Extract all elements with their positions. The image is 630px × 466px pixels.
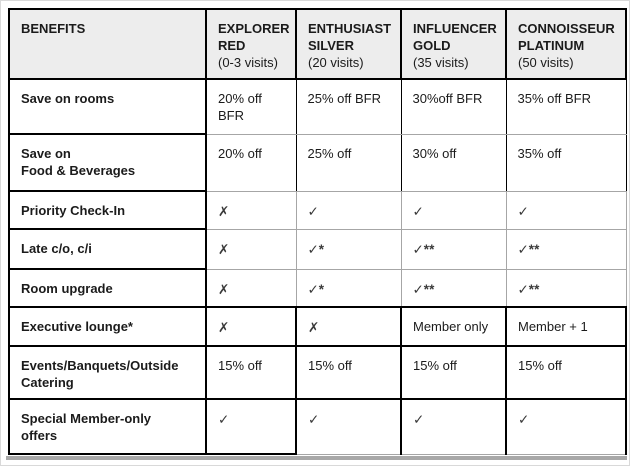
header-cell: INFLUENCER GOLD (35 visits)	[400, 8, 507, 80]
table-row: Priority Check-In ✗ ✓ ✓ ✓	[8, 190, 627, 230]
header-label: INFLUENCER GOLD	[413, 21, 497, 53]
table-row: Events/Banquets/Outside Catering 15% off 1…	[8, 345, 627, 400]
value-cell: 25% off	[295, 133, 402, 192]
value-cell: 15% off	[505, 345, 627, 400]
header-sublabel: (35 visits)	[413, 54, 469, 70]
table-row: Special Member-only offers ✓ ✓ ✓ ✓	[8, 398, 627, 455]
benefit-cell: Executive lounge*	[8, 306, 207, 347]
value-cell: ✓	[400, 398, 507, 455]
value-cell: 25% off BFR	[295, 78, 402, 135]
benefit-cell: Priority Check-In	[8, 190, 207, 230]
value-cell: 15% off	[400, 345, 507, 400]
header-sublabel: (20 visits)	[308, 54, 364, 70]
value-cell: ✗	[205, 306, 297, 347]
value-cell: Member + 1	[505, 306, 627, 347]
value-cell: ✓**	[505, 268, 627, 308]
value-cell: ✓	[505, 398, 627, 455]
value-cell: 20% off BFR	[205, 78, 297, 135]
benefit-cell: Save on Food & Beverages	[8, 133, 207, 192]
value-cell: ✗	[295, 306, 402, 347]
table-row: Executive lounge* ✗ ✗ Member only Member + 1	[8, 306, 627, 347]
value-cell: ✓**	[400, 268, 507, 308]
table-row: Save on Food & Beverages 20% off 25% off 30…	[8, 133, 627, 192]
header-cell: EXPLORER RED (0-3 visits)	[205, 8, 297, 80]
value-cell: ✓**	[505, 228, 627, 270]
header-sublabel: (0-3 visits)	[218, 54, 278, 70]
value-cell: 30%off BFR	[400, 78, 507, 135]
header-label: BENEFITS	[21, 21, 86, 36]
header-cell: BENEFITS	[8, 8, 207, 80]
frame-bottom-edge	[6, 456, 627, 460]
table-row: Late c/o, c/i ✗ ✓* ✓** ✓**	[8, 228, 627, 270]
benefit-cell: Special Member-only offers	[8, 398, 207, 455]
benefits-table: BENEFITS EXPLORER RED (0-3 visits) ENTHUSIA…	[8, 8, 627, 455]
value-cell: 35% off	[505, 133, 627, 192]
value-cell: ✓	[295, 190, 402, 230]
header-cell: ENTHUSIAST SILVER (20 visits)	[295, 8, 402, 80]
value-cell: ✓**	[400, 228, 507, 270]
value-cell: ✗	[205, 190, 297, 230]
value-cell: 35% off BFR	[505, 78, 627, 135]
value-cell: ✗	[205, 228, 297, 270]
table-row: Save on rooms 20% off BFR 25% off BFR 30%of…	[8, 78, 627, 135]
value-cell: 30% off	[400, 133, 507, 192]
value-cell: ✓	[400, 190, 507, 230]
benefit-cell: Room upgrade	[8, 268, 207, 308]
value-cell: ✓	[205, 398, 297, 455]
value-cell: 15% off	[295, 345, 402, 400]
value-cell: Member only	[400, 306, 507, 347]
benefit-cell: Late c/o, c/i	[8, 228, 207, 270]
value-cell: ✓	[505, 190, 627, 230]
table-row: Room upgrade ✗ ✓* ✓** ✓**	[8, 268, 627, 308]
value-cell: ✓*	[295, 268, 402, 308]
benefit-cell: Events/Banquets/Outside Catering	[8, 345, 207, 400]
header-label: EXPLORER RED	[218, 21, 290, 53]
table-header-row: BENEFITS EXPLORER RED (0-3 visits) ENTHUSIA…	[8, 8, 627, 80]
value-cell: 20% off	[205, 133, 297, 192]
header-label: ENTHUSIAST SILVER	[308, 21, 392, 53]
value-cell: ✓*	[295, 228, 402, 270]
value-cell: ✓	[295, 398, 402, 455]
value-cell: 15% off	[205, 345, 297, 400]
header-label: CONNOISSEUR PLATINUM	[518, 21, 615, 53]
value-cell: ✗	[205, 268, 297, 308]
header-sublabel: (50 visits)	[518, 54, 574, 70]
header-cell: CONNOISSEUR PLATINUM (50 visits)	[505, 8, 627, 80]
benefit-cell: Save on rooms	[8, 78, 207, 135]
